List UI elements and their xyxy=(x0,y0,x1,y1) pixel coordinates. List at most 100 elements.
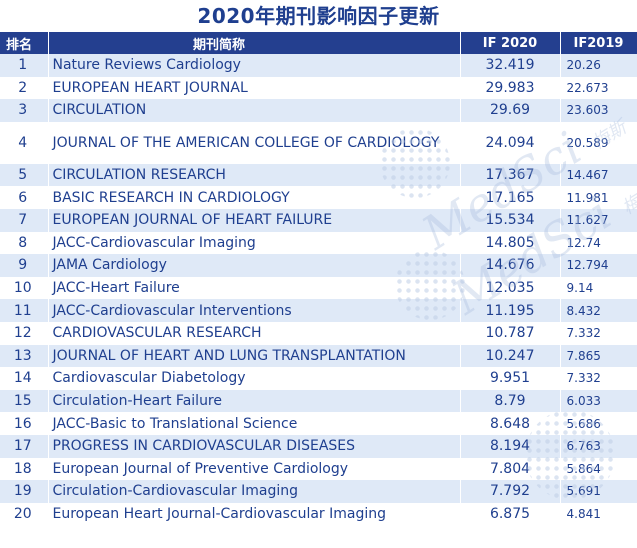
if2020-cell: 14.676 xyxy=(460,254,561,277)
if2020-cell: 29.983 xyxy=(460,76,561,100)
if2019-cell: 12.794 xyxy=(560,254,637,277)
rank-cell: 7 xyxy=(0,208,49,232)
rank-cell: 14 xyxy=(0,367,49,390)
if2020-cell: 8.648 xyxy=(460,412,561,435)
journal-name-cell: CIRCULATION RESEARCH xyxy=(48,163,461,187)
if2019-cell: 5.691 xyxy=(560,480,637,503)
table-row: 17 PROGRESS IN CARDIOVASCULAR DISEASES 8.1… xyxy=(0,434,637,458)
rank-cell: 8 xyxy=(0,231,49,255)
journal-name-cell: Cardiovascular Diabetology xyxy=(48,367,461,390)
if2019-cell: 14.467 xyxy=(560,163,637,187)
table-row: 9 JAMA Cardiology 14.676 12.794 xyxy=(0,254,637,277)
rank-cell: 19 xyxy=(0,480,49,503)
rank-cell: 5 xyxy=(0,163,49,187)
if2020-cell: 10.247 xyxy=(460,344,561,368)
rank-cell: 13 xyxy=(0,344,49,368)
table-row: 18 European Journal of Preventive Cardiol… xyxy=(0,457,637,481)
table-row: 2 EUROPEAN HEART JOURNAL 29.983 22.673 xyxy=(0,76,637,100)
journal-name-cell: JACC-Cardiovascular Imaging xyxy=(48,231,461,255)
if2019-cell: 8.432 xyxy=(560,299,637,322)
table-row: 15 Circulation-Heart Failure 8.79 6.033 xyxy=(0,389,637,413)
journal-name-cell: European Journal of Preventive Cardiolog… xyxy=(48,457,461,481)
if2019-cell: 20.589 xyxy=(560,121,637,164)
if2019-cell: 11.627 xyxy=(560,208,637,232)
rank-cell: 15 xyxy=(0,389,49,413)
if2019-cell: 5.864 xyxy=(560,457,637,481)
table-row: 4 JOURNAL OF THE AMERICAN COLLEGE OF CARD… xyxy=(0,121,637,164)
header-journal-name: 期刊简称 xyxy=(48,32,461,54)
if2020-cell: 6.875 xyxy=(460,502,561,526)
header-if2019: IF2019 xyxy=(560,32,637,54)
table-row: 6 BASIC RESEARCH IN CARDIOLOGY 17.165 11.98… xyxy=(0,186,637,209)
journal-name-cell: Circulation-Heart Failure xyxy=(48,389,461,413)
if2020-cell: 12.035 xyxy=(460,276,561,300)
journal-name-cell: Nature Reviews Cardiology xyxy=(48,54,461,77)
table-row: 1 Nature Reviews Cardiology 32.419 20.26 xyxy=(0,54,637,77)
table-row: 5 CIRCULATION RESEARCH 17.367 14.467 xyxy=(0,163,637,187)
impact-factor-table: 排名 期刊简称 IF 2020 IF2019 1 Nature Reviews C… xyxy=(0,32,637,526)
table-body: 1 Nature Reviews Cardiology 32.419 20.26 2 EU… xyxy=(0,54,637,526)
journal-name-cell: JOURNAL OF THE AMERICAN COLLEGE OF CARDI… xyxy=(48,121,461,164)
table-row: 10 JACC-Heart Failure 12.035 9.14 xyxy=(0,276,637,300)
rank-cell: 3 xyxy=(0,99,49,122)
if2020-cell: 17.367 xyxy=(460,163,561,187)
table-row: 7 EUROPEAN JOURNAL OF HEART FAILURE 15.534… xyxy=(0,208,637,232)
journal-name-cell: CIRCULATION xyxy=(48,99,461,122)
if2019-cell: 22.673 xyxy=(560,76,637,100)
journal-name-cell: JACC-Heart Failure xyxy=(48,276,461,300)
table-header-row: 排名 期刊简称 IF 2020 IF2019 xyxy=(0,32,637,54)
table-row: 11 JACC-Cardiovascular Interventions 11.19… xyxy=(0,299,637,322)
if2020-cell: 7.792 xyxy=(460,480,561,503)
if2019-cell: 5.686 xyxy=(560,412,637,435)
if2020-cell: 8.79 xyxy=(460,389,561,413)
if2020-cell: 24.094 xyxy=(460,121,561,164)
table-row: 12 CARDIOVASCULAR RESEARCH 10.787 7.332 xyxy=(0,321,637,345)
if2019-cell: 23.603 xyxy=(560,99,637,122)
if2019-cell: 11.981 xyxy=(560,186,637,209)
if2020-cell: 10.787 xyxy=(460,321,561,345)
if2020-cell: 11.195 xyxy=(460,299,561,322)
rank-cell: 10 xyxy=(0,276,49,300)
journal-name-cell: JOURNAL OF HEART AND LUNG TRANSPLANTATIO… xyxy=(48,344,461,368)
rank-cell: 18 xyxy=(0,457,49,481)
table-row: 16 JACC-Basic to Translational Science 8.6… xyxy=(0,412,637,435)
journal-name-cell: EUROPEAN HEART JOURNAL xyxy=(48,76,461,100)
table-row: 3 CIRCULATION 29.69 23.603 xyxy=(0,99,637,122)
table-row: 14 Cardiovascular Diabetology 9.951 7.332 xyxy=(0,367,637,390)
if2020-cell: 15.534 xyxy=(460,208,561,232)
rank-cell: 2 xyxy=(0,76,49,100)
rank-cell: 9 xyxy=(0,254,49,277)
rank-cell: 17 xyxy=(0,434,49,458)
journal-name-cell: JAMA Cardiology xyxy=(48,254,461,277)
table-row: 19 Circulation-Cardiovascular Imaging 7.79… xyxy=(0,480,637,503)
if2020-cell: 9.951 xyxy=(460,367,561,390)
if2019-cell: 6.763 xyxy=(560,434,637,458)
if2020-cell: 14.805 xyxy=(460,231,561,255)
if2020-cell: 8.194 xyxy=(460,434,561,458)
rank-cell: 4 xyxy=(0,121,49,164)
journal-name-cell: CARDIOVASCULAR RESEARCH xyxy=(48,321,461,345)
journal-name-cell: EUROPEAN JOURNAL OF HEART FAILURE xyxy=(48,208,461,232)
if2019-cell: 6.033 xyxy=(560,389,637,413)
journal-name-cell: JACC-Cardiovascular Interventions xyxy=(48,299,461,322)
if2019-cell: 9.14 xyxy=(560,276,637,300)
journal-name-cell: Circulation-Cardiovascular Imaging xyxy=(48,480,461,503)
journal-name-cell: European Heart Journal-Cardiovascular Im… xyxy=(48,502,461,526)
if2019-cell: 20.26 xyxy=(560,54,637,77)
if2020-cell: 29.69 xyxy=(460,99,561,122)
rank-cell: 1 xyxy=(0,54,49,77)
if2020-cell: 17.165 xyxy=(460,186,561,209)
rank-cell: 16 xyxy=(0,412,49,435)
table-row: 13 JOURNAL OF HEART AND LUNG TRANSPLANTAT… xyxy=(0,344,637,368)
page-title: 2020年期刊影响因子更新 xyxy=(197,4,440,28)
table-row: 8 JACC-Cardiovascular Imaging 14.805 12.74 xyxy=(0,231,637,255)
journal-name-cell: JACC-Basic to Translational Science xyxy=(48,412,461,435)
rank-cell: 20 xyxy=(0,502,49,526)
if2019-cell: 4.841 xyxy=(560,502,637,526)
if2020-cell: 32.419 xyxy=(460,54,561,77)
if2019-cell: 7.865 xyxy=(560,344,637,368)
header-if2020: IF 2020 xyxy=(460,32,561,54)
table-row: 20 European Heart Journal-Cardiovascular … xyxy=(0,502,637,526)
rank-cell: 6 xyxy=(0,186,49,209)
